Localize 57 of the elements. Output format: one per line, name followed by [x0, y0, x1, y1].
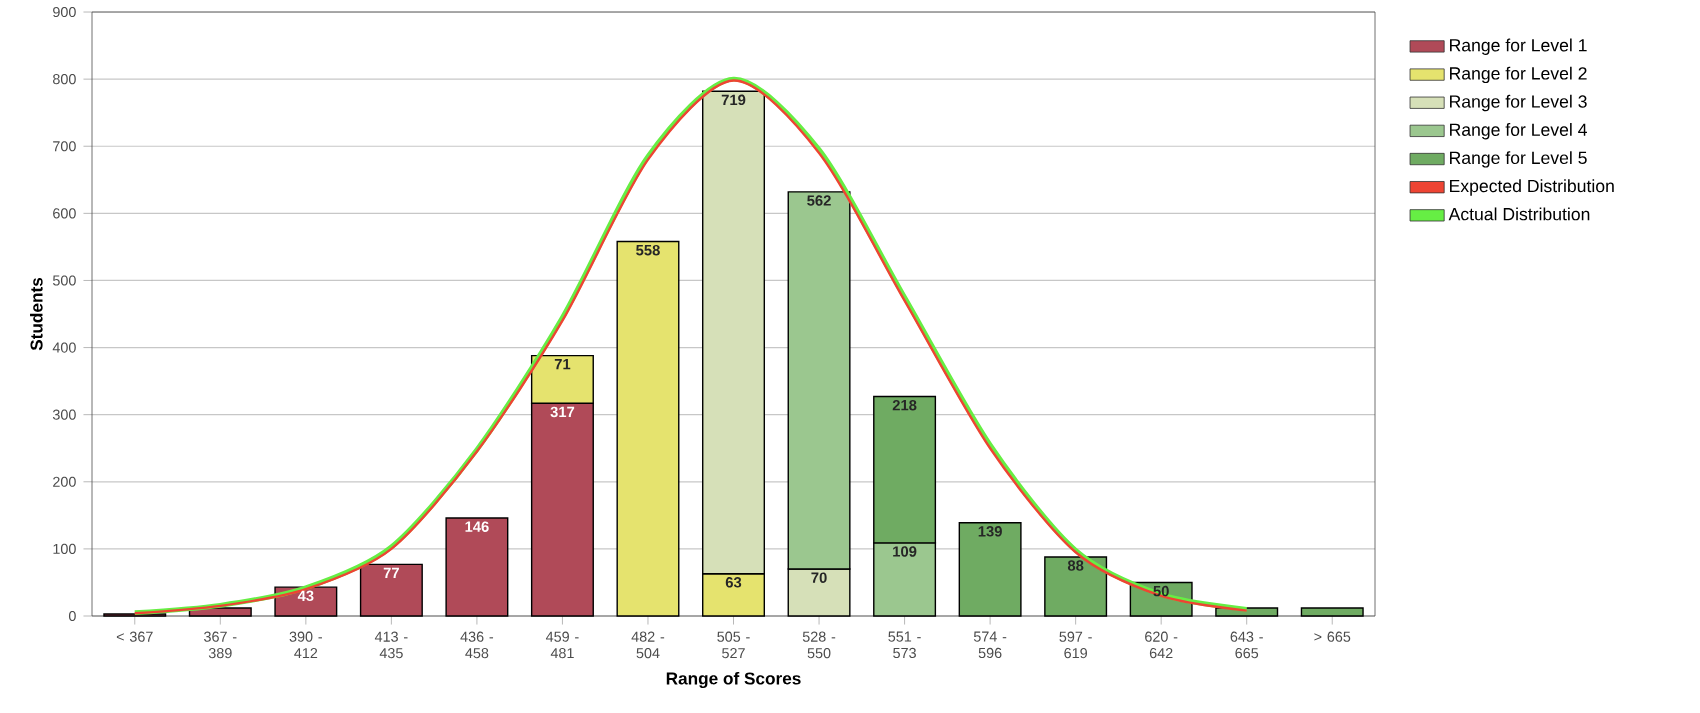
y-tick-label: 900 — [53, 6, 76, 18]
data-label: 109 — [893, 546, 917, 557]
y-tick-label: 0 — [68, 610, 76, 622]
x-tick-label: 390 - 412 — [289, 631, 322, 659]
x-tick-label: > 665 — [1314, 631, 1351, 642]
y-tick-label: 700 — [53, 141, 76, 152]
data-label: 50 — [1153, 585, 1169, 597]
data-label: 719 — [721, 94, 746, 106]
legend-label: Range for Level 1 — [1450, 38, 1587, 55]
data-label: 43 — [297, 590, 314, 602]
bar — [359, 563, 423, 617]
y-tick-label: 100 — [53, 543, 76, 554]
data-label: 218 — [892, 399, 917, 411]
bar — [188, 607, 252, 617]
data-label: 558 — [636, 244, 660, 256]
y-axis-title: Students — [30, 277, 43, 351]
data-label: 70 — [811, 572, 827, 583]
bar — [103, 613, 167, 617]
x-tick-label: 643 - 665 — [1230, 631, 1263, 659]
legend-label: Expected Distribution — [1450, 179, 1614, 196]
x-tick-label: 597 - 619 — [1059, 631, 1092, 659]
legend-label: Range for Level 5 — [1450, 151, 1587, 168]
x-tick-label: 413 - 435 — [374, 631, 408, 659]
legend-label: Range for Level 3 — [1450, 94, 1587, 112]
x-tick-label: 505 - 527 — [717, 631, 750, 659]
x-tick-label: 574 - 596 — [973, 631, 1007, 659]
x-tick-label: < 367 — [116, 631, 153, 642]
data-label: 317 — [550, 406, 575, 418]
x-tick-label: 528 - 550 — [802, 631, 836, 659]
bar — [1044, 556, 1108, 617]
bar — [616, 240, 680, 617]
x-axis-title: Range of Scores — [666, 671, 801, 689]
data-label: 562 — [807, 195, 831, 206]
data-label: 77 — [383, 567, 399, 578]
y-tick-label: 800 — [53, 74, 76, 85]
x-tick-label: 620 - 642 — [1145, 631, 1178, 659]
x-tick-label: 436 - 458 — [460, 631, 494, 659]
x-tick-label: 459 - 481 — [545, 631, 579, 659]
y-tick-label: 600 — [53, 208, 76, 219]
bar — [1300, 607, 1364, 617]
legend-label: Range for Level 2 — [1450, 66, 1587, 84]
x-tick-label: 367 - 389 — [204, 631, 237, 659]
x-tick-label: 482 - 504 — [631, 631, 665, 659]
y-tick-label: 200 — [53, 476, 76, 487]
y-tick-label: 400 — [52, 342, 76, 353]
data-label: 71 — [554, 359, 571, 370]
data-label: 139 — [978, 526, 1002, 537]
data-label: 88 — [1067, 560, 1084, 571]
data-label: 63 — [725, 577, 742, 588]
y-tick-label: 500 — [52, 275, 76, 286]
legend-label: Range for Level 4 — [1450, 122, 1587, 140]
y-tick-label: 300 — [52, 409, 76, 420]
data-label: 146 — [465, 521, 489, 532]
x-tick-label: 551 - 573 — [888, 631, 921, 659]
legend-label: Actual Distribution — [1448, 207, 1590, 221]
bar — [958, 522, 1022, 617]
bar — [445, 517, 509, 617]
